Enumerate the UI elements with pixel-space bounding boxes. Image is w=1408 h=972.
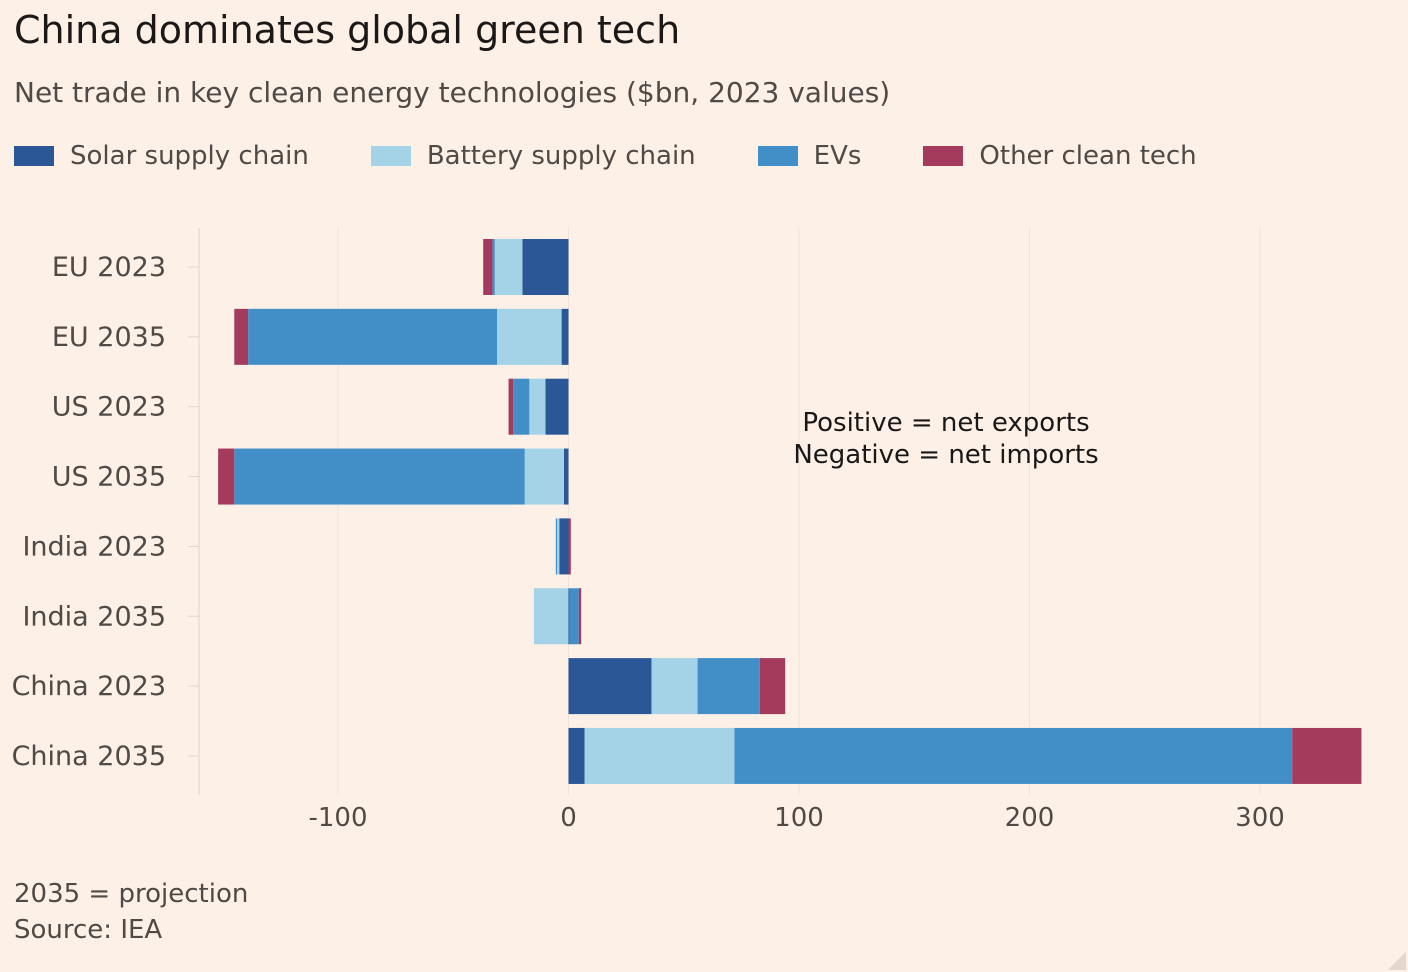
bar-china-2023-other-clean-tech	[759, 658, 786, 715]
legend-label-evs: EVs	[813, 141, 862, 171]
bar-eu-2035-battery-supply-chain	[497, 308, 562, 365]
category-label-us-2035: US 2035	[52, 462, 166, 493]
category-label-us-2023: US 2023	[52, 392, 166, 423]
legend-item-other: Other clean tech	[923, 141, 1197, 171]
x-tick-label: 100	[774, 803, 824, 833]
legend-item-solar: Solar supply chain	[14, 141, 309, 171]
bar-eu-2035-other-clean-tech	[234, 308, 249, 365]
category-label-eu-2023: EU 2023	[52, 252, 166, 283]
bar-india-2023-solar-supply-chain	[559, 518, 569, 575]
bar-us-2035-other-clean-tech	[218, 448, 235, 505]
bar-china-2023-evs	[697, 658, 760, 715]
bar-india-2035-solar-supply-chain	[568, 588, 570, 645]
bar-india-2023-battery-supply-chain	[556, 518, 560, 575]
bar-china-2035-battery-supply-chain	[584, 727, 735, 784]
category-label-eu-2035: EU 2035	[52, 322, 166, 353]
chart-title: China dominates global green tech	[14, 8, 681, 52]
bar-us-2035-evs	[234, 448, 525, 505]
bar-us-2023-battery-supply-chain	[529, 378, 546, 435]
x-tick-label: -100	[308, 803, 367, 833]
legend-item-battery: Battery supply chain	[370, 141, 696, 171]
legend-label-battery: Battery supply chain	[426, 141, 696, 171]
bar-us-2035-solar-supply-chain	[563, 448, 569, 505]
bar-eu-2023-solar-supply-chain	[522, 239, 569, 295]
legend-swatch-battery	[370, 146, 411, 166]
bar-china-2035-other-clean-tech	[1292, 727, 1362, 784]
x-tick-label: 200	[1005, 803, 1055, 833]
annotation-line: Positive = net exports	[802, 408, 1089, 438]
bar-china-2023-battery-supply-chain	[651, 658, 698, 715]
bar-china-2035-evs	[734, 727, 1293, 784]
category-label-china-2035: China 2035	[12, 741, 166, 772]
bar-eu-2023-other-clean-tech	[483, 239, 493, 295]
legend-label-other: Other clean tech	[979, 141, 1197, 171]
legend-swatch-evs	[757, 146, 798, 166]
bar-eu-2023-evs	[492, 239, 495, 295]
category-label-india-2035: India 2035	[22, 601, 166, 632]
legend-item-evs: EVs	[757, 141, 862, 171]
chart-footnote: 2035 = projection Source: IEA	[14, 876, 248, 948]
annotation-line: Negative = net imports	[793, 440, 1098, 470]
bar-india-2035-evs	[569, 588, 579, 645]
bar-india-2023-other-clean-tech	[568, 518, 571, 575]
bar-india-2023-evs	[555, 518, 557, 575]
bar-us-2035-battery-supply-chain	[524, 448, 564, 505]
bar-india-2035-other-clean-tech	[578, 588, 582, 645]
bar-eu-2023-battery-supply-chain	[494, 239, 523, 295]
chart-subtitle: Net trade in key clean energy technologi…	[14, 76, 891, 109]
bar-us-2023-other-clean-tech	[508, 378, 514, 435]
legend-label-solar: Solar supply chain	[70, 141, 309, 171]
bar-eu-2035-solar-supply-chain	[561, 308, 569, 365]
bar-china-2023-solar-supply-chain	[568, 658, 652, 715]
bar-us-2023-solar-supply-chain	[545, 378, 569, 435]
bar-india-2035-battery-supply-chain	[533, 588, 569, 645]
category-label-india-2023: India 2023	[22, 531, 166, 562]
legend: Solar supply chain Battery supply chain …	[14, 138, 1259, 174]
source-note: Source: IEA	[14, 915, 163, 945]
bar-us-2023-evs	[513, 378, 530, 435]
x-tick-label: 300	[1235, 803, 1285, 833]
x-tick-label: 0	[560, 803, 577, 833]
legend-swatch-other	[923, 146, 964, 166]
resize-corner-decoration	[1386, 950, 1406, 970]
bar-china-2035-solar-supply-chain	[568, 727, 585, 784]
legend-swatch-solar	[14, 146, 54, 166]
bar-eu-2035-evs	[248, 308, 498, 365]
category-label-china-2023: China 2023	[12, 671, 166, 702]
projection-note: 2035 = projection	[14, 879, 249, 909]
